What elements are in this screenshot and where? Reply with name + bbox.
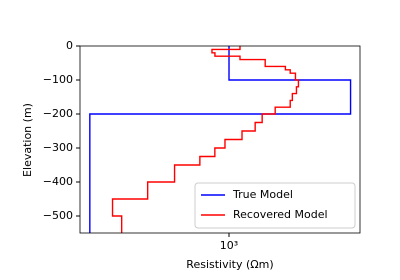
y-tick-label: −200 [43, 107, 73, 120]
x-tick-label: 10³ [220, 239, 238, 252]
y-axis-label: Elevation (m) [21, 103, 34, 177]
series-line [89, 46, 352, 233]
x-axis-label: Resistivity (Ωm) [186, 258, 273, 271]
series-line [111, 46, 300, 233]
y-tick-label: 0 [66, 39, 73, 52]
y-tick-label: −400 [43, 175, 73, 188]
legend-label: Recovered Model [233, 208, 328, 221]
plot-frame [79, 45, 361, 234]
y-tick-label: −500 [43, 209, 73, 222]
y-tick-label: −100 [43, 73, 73, 86]
y-tick-label: −300 [43, 141, 73, 154]
legend-label: True Model [232, 188, 293, 201]
legend-box [194, 182, 356, 229]
